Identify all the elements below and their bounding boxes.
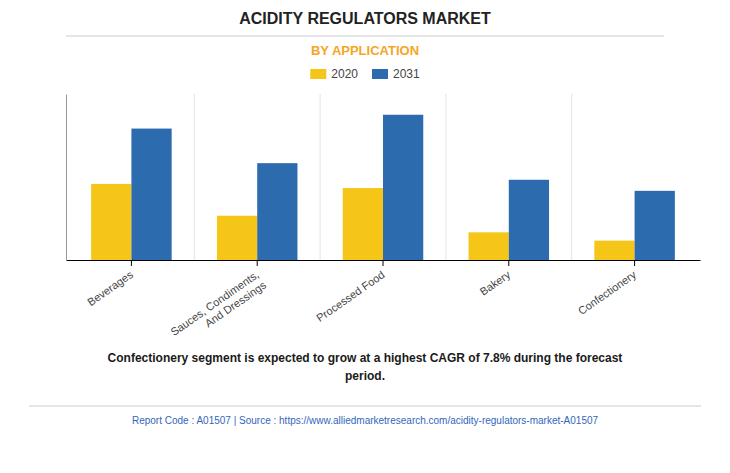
legend-swatch (310, 69, 326, 79)
bar (509, 180, 549, 260)
chart-container: ACIDITY REGULATORS MARKET BY APPLICATION B… (0, 0, 730, 473)
bar (383, 115, 423, 260)
bar (343, 188, 383, 260)
annotation: Confectionery segment is expected to gro… (108, 351, 623, 383)
plot: Beverages Sauces, Condiments,And Dressing… (67, 94, 701, 348)
legend: 2020 2031 (310, 67, 420, 81)
footer: Report Code : A01507 | Source : https://… (132, 415, 599, 426)
y-axis-line (66, 95, 67, 261)
bar (91, 184, 131, 260)
bar (131, 129, 171, 260)
bar-series (91, 184, 634, 260)
legend-label: 2031 (393, 67, 420, 81)
group-divider (194, 94, 195, 260)
group-divider (320, 94, 321, 260)
chart-svg: ACIDITY REGULATORS MARKET BY APPLICATION B… (0, 0, 730, 473)
x-tick-mark (257, 260, 258, 266)
legend-swatch (372, 69, 388, 79)
x-tick: Bakery (477, 260, 512, 298)
subtitle: BY APPLICATION (311, 43, 419, 58)
title: ACIDITY REGULATORS MARKET (239, 10, 491, 27)
group-divider (445, 94, 446, 260)
x-tick-label: Processed Food (314, 268, 387, 324)
title-rule (66, 36, 664, 37)
x-tick-label: Beverages (85, 268, 135, 308)
x-axis: Beverages Sauces, Condiments,And Dressing… (67, 260, 701, 348)
x-tick-mark (508, 260, 509, 266)
x-tick: Sauces, Condiments,And Dressings (168, 260, 268, 348)
x-tick: Beverages (85, 260, 135, 308)
bar (257, 163, 297, 260)
group-dividers (194, 94, 571, 260)
group-divider (571, 94, 572, 260)
bar (635, 191, 675, 260)
bar-series (131, 115, 674, 260)
x-tick-mark (131, 260, 132, 266)
x-tick-label: Sauces, Condiments,And Dressings (168, 268, 268, 348)
x-tick-mark (634, 260, 635, 266)
x-tick-mark (383, 260, 384, 266)
legend-item: 2031 (372, 67, 420, 81)
footer-rule (29, 406, 701, 407)
legend-item: 2020 (310, 67, 358, 81)
y-axis (66, 95, 67, 261)
bar (594, 241, 634, 260)
x-tick-label: Bakery (477, 268, 512, 298)
bars (91, 115, 675, 260)
bar (469, 232, 509, 260)
x-tick: Processed Food (314, 260, 387, 324)
x-tick-label: Confectionery (576, 268, 639, 317)
legend-label: 2020 (331, 67, 358, 81)
bar (217, 216, 257, 260)
x-tick: Confectionery (576, 260, 639, 317)
